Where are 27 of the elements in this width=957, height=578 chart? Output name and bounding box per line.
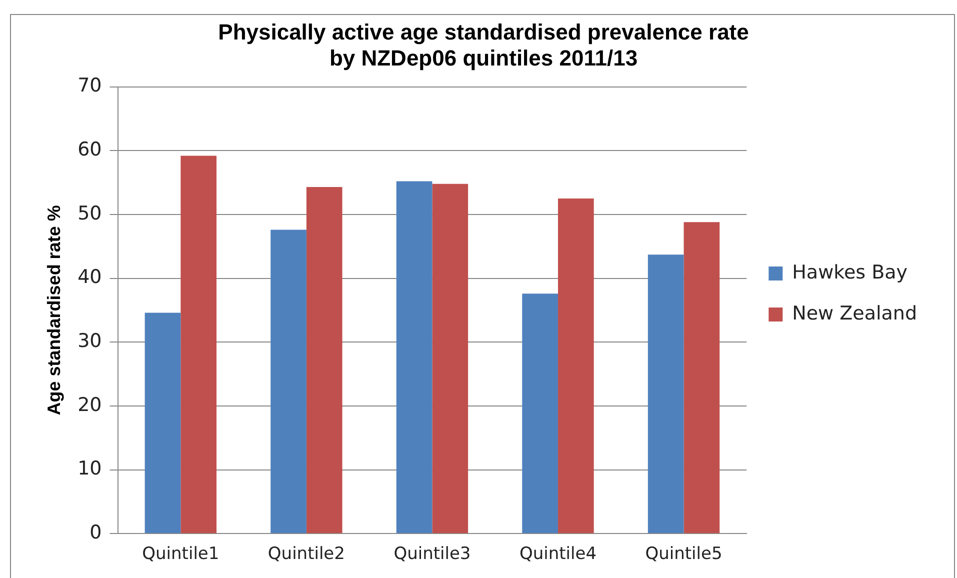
bar (180, 156, 217, 534)
bar (396, 181, 432, 534)
y-tick-label: 0 (90, 522, 102, 544)
y-tick-label: 40 (78, 266, 102, 288)
x-tick-label: Quintile3 (394, 544, 471, 564)
bar (648, 254, 684, 534)
bar (270, 230, 306, 534)
legend-label: Hawkes Bay (792, 261, 908, 284)
x-tick-label: Quintile1 (142, 544, 220, 564)
chart-title: Physically active age standardised prevalence rate by NZDep06 quintiles 2011/13 (218, 19, 749, 71)
y-tick-label: 20 (78, 394, 102, 416)
bar (558, 198, 594, 534)
y-tick-label: 60 (78, 138, 102, 161)
y-axis-title: Age standardised rate % (44, 205, 64, 416)
y-tick-label: 30 (78, 330, 102, 352)
legend-label: New Zealand (792, 302, 918, 324)
x-tick-label: Quintile4 (519, 544, 597, 564)
bar (684, 222, 720, 534)
bar (522, 294, 558, 534)
y-tick-label: 50 (78, 202, 102, 224)
bar (144, 312, 181, 534)
y-tick-label: 70 (78, 74, 102, 97)
bar (306, 187, 342, 534)
x-tick-label: Quintile2 (268, 544, 345, 564)
bar (432, 184, 468, 534)
x-tick-label: Quintile5 (645, 544, 722, 564)
y-tick-label: 10 (78, 458, 102, 480)
